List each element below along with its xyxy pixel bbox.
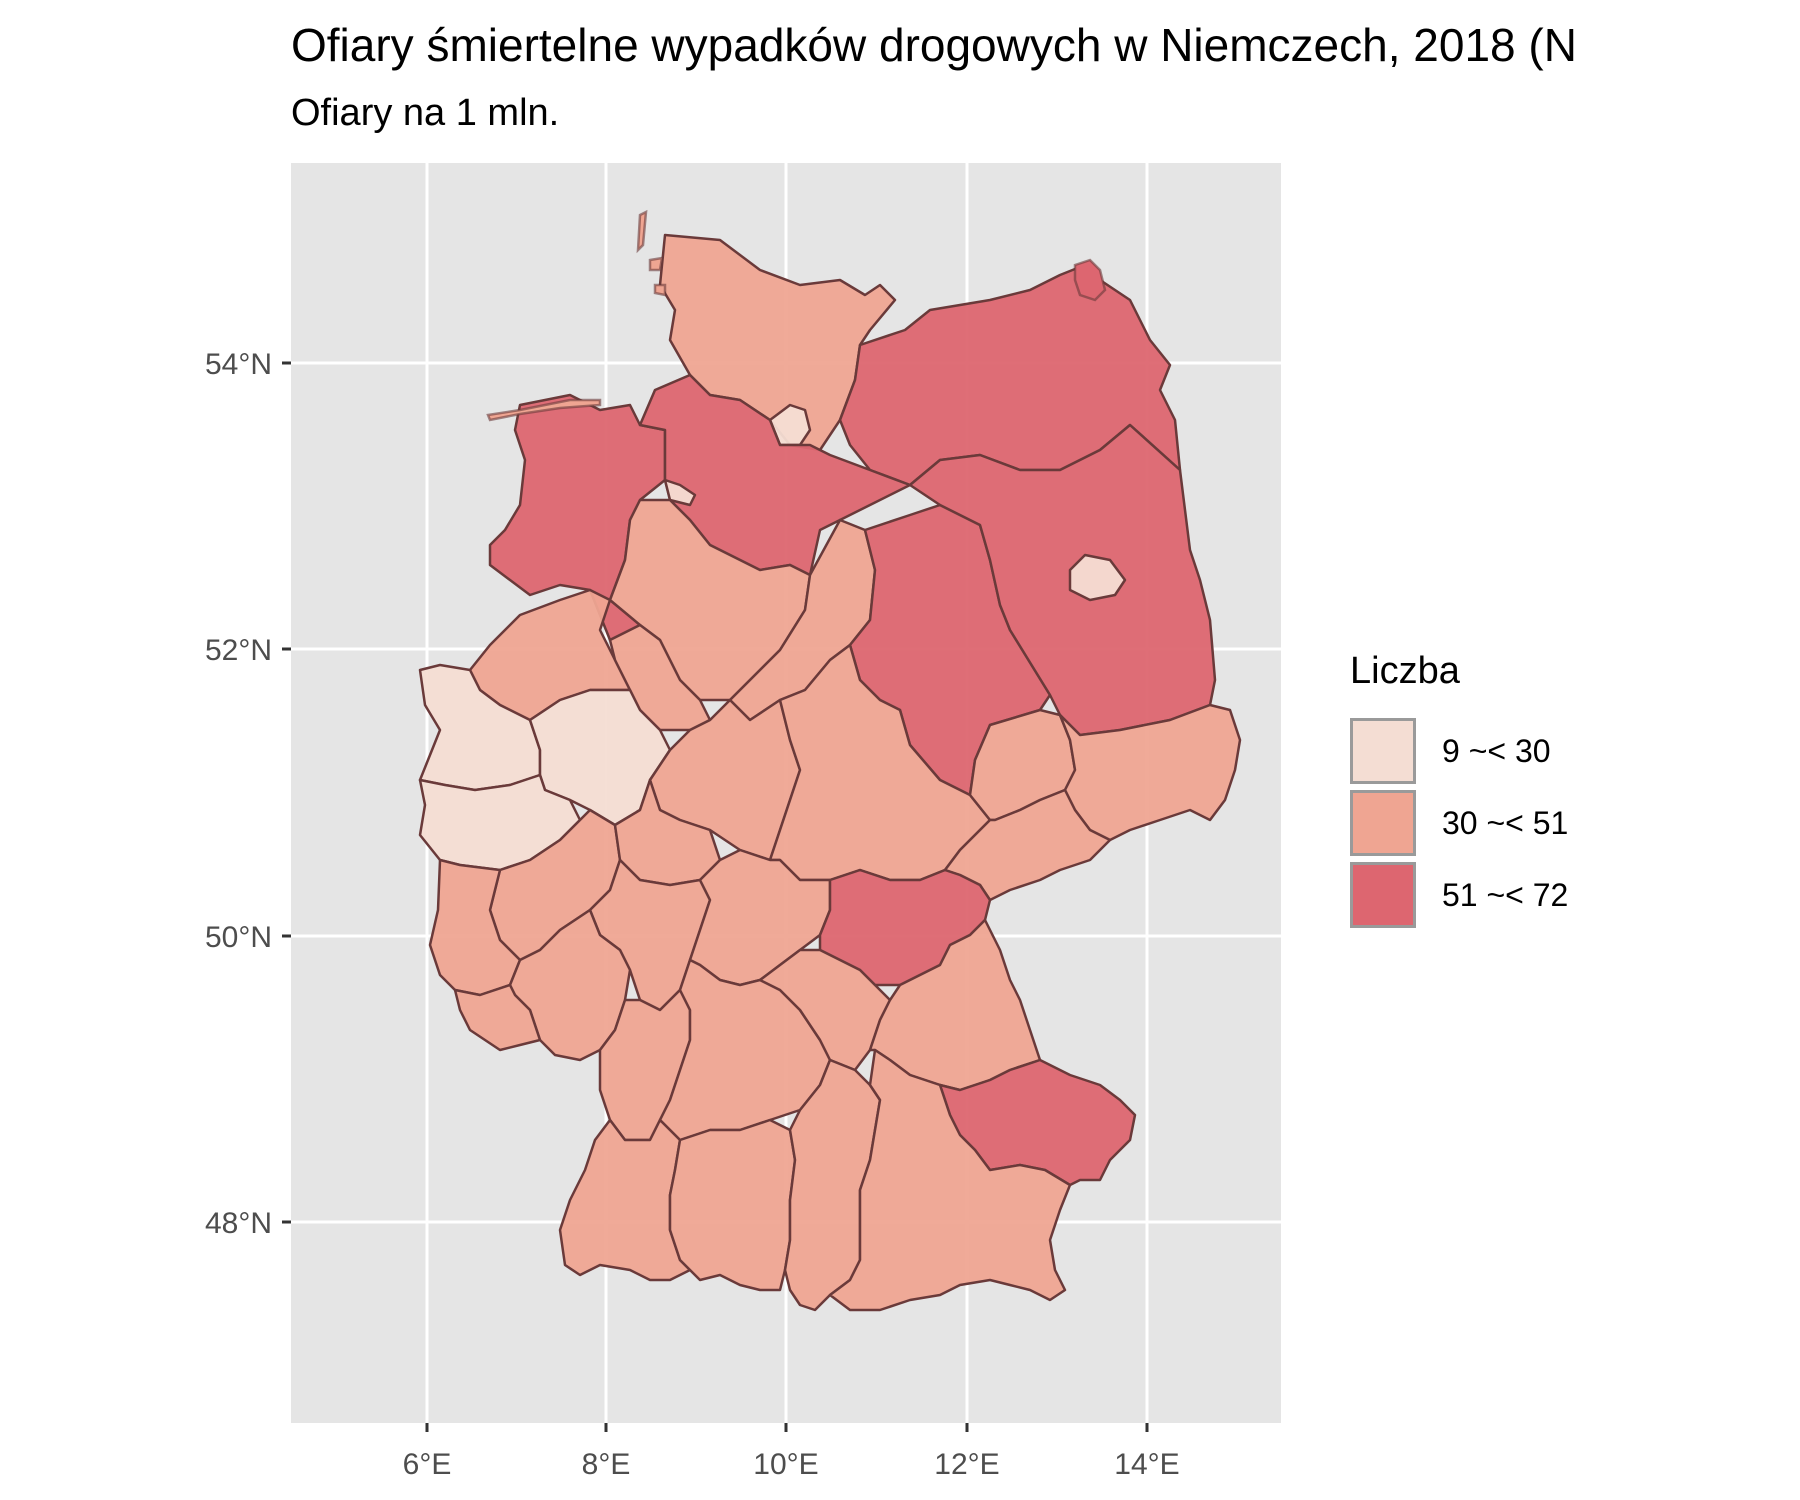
region-brandenburg [908,423,1217,737]
region-saarland [453,983,542,1052]
islands [486,209,1107,422]
regions [418,233,1242,1312]
region-freiburg [558,1118,692,1282]
map-subtitle: Ofiary na 1 mln. [291,92,560,134]
legend-title: Liczba [1350,650,1460,692]
y-tick-label-54: 54°N [205,348,272,381]
island-fohr [648,256,664,272]
island-rugen [1073,258,1107,302]
legend: Liczba 9 ~< 30 30 ~< 51 51 ~< 72 [1350,650,1568,931]
x-tick-label-6: 6°E [403,1448,452,1481]
y-tick-label-48: 48°N [205,1207,272,1240]
x-tick-label-12: 12°E [934,1448,999,1481]
x-tick-label-14: 14°E [1114,1448,1179,1481]
legend-label-high: 51 ~< 72 [1442,876,1569,913]
legend-label-mid: 30 ~< 51 [1442,804,1569,841]
y-tick-label-52: 52°N [205,634,272,667]
legend-swatch-mid [1350,790,1416,856]
legend-label-low: 9 ~< 30 [1442,732,1551,769]
legend-swatch-low [1350,718,1416,784]
island-east-frisian [486,398,602,422]
legend-swatch-high [1350,862,1416,928]
legend-item-mid: 30 ~< 51 [1350,787,1568,859]
legend-item-high: 51 ~< 72 [1350,859,1568,931]
x-tick-label-10: 10°E [753,1448,818,1481]
region-oberbayern [828,1048,1072,1312]
region-tubingen [668,1118,797,1292]
island-pellworm [653,283,667,297]
map-title: Ofiary śmiertelne wypadków drogowych w N… [291,19,1577,71]
y-tick-labels: 54°N 52°N 50°N 48°N [205,348,272,1240]
island-sylt [636,209,648,254]
region-berlin [1068,553,1127,602]
x-tick-label-8: 8°E [582,1448,631,1481]
y-tick-label-50: 50°N [205,921,272,954]
region-bremen [663,478,697,507]
x-tick-labels: 6°E 8°E 10°E 12°E 14°E [403,1448,1180,1481]
axis-ticks [282,361,1149,1432]
legend-item-low: 9 ~< 30 [1350,715,1568,787]
